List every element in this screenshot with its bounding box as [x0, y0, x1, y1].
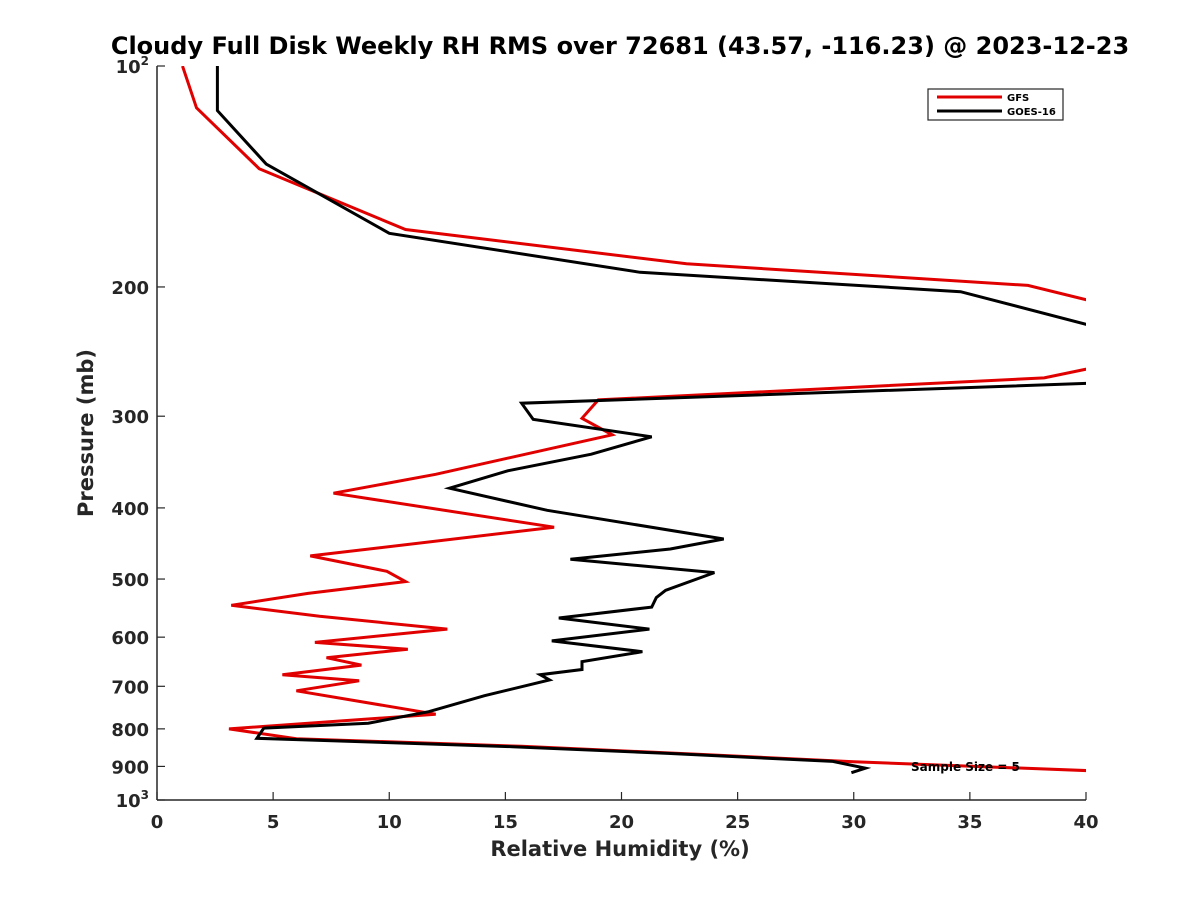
y-axis-label: Pressure (mb) — [74, 349, 98, 517]
y-tick-label: 700 — [111, 677, 149, 698]
legend: GFS GOES-16 — [927, 88, 1064, 121]
y-tick-label: 102 — [116, 54, 149, 78]
x-tick-label: 0 — [151, 812, 164, 833]
x-tick-label: 15 — [493, 812, 518, 833]
series-layer — [181, 66, 1086, 775]
y-tick-label: 300 — [111, 407, 149, 428]
legend-box — [927, 88, 1064, 121]
x-tick-label: 35 — [957, 812, 982, 833]
plot-area: 0 5 10 15 20 25 30 35 40 102 200 300 400 500 600 700 80… — [111, 54, 1099, 833]
y-tick-label: 600 — [111, 628, 149, 649]
chart-title: Cloudy Full Disk Weekly RH RMS over 7268… — [111, 32, 1129, 60]
y-axis: 102 200 300 400 500 600 700 800 900 103 — [111, 54, 165, 812]
x-axis-label: Relative Humidity (%) — [490, 837, 749, 861]
y-tick-label: 103 — [116, 788, 149, 812]
legend-label: GFS — [1007, 93, 1029, 104]
x-axis: 0 5 10 15 20 25 30 35 40 — [151, 792, 1099, 833]
x-tick-label: 10 — [377, 812, 402, 833]
x-tick-label: 25 — [725, 812, 750, 833]
x-tick-label: 30 — [841, 812, 866, 833]
series-line-gfs — [181, 66, 1086, 773]
y-tick-label: 400 — [111, 499, 149, 520]
legend-label: GOES-16 — [1007, 107, 1056, 118]
x-tick-label: 20 — [609, 812, 634, 833]
series-line-goes-16 — [215, 66, 1086, 775]
y-tick-label: 500 — [111, 570, 149, 591]
y-tick-label: 800 — [111, 720, 149, 741]
y-tick-label: 200 — [111, 278, 149, 299]
x-tick-label: 5 — [267, 812, 280, 833]
x-tick-label: 40 — [1073, 812, 1098, 833]
sample-size-annotation: Sample Size = 5 — [911, 760, 1020, 774]
y-tick-label: 900 — [111, 757, 149, 778]
